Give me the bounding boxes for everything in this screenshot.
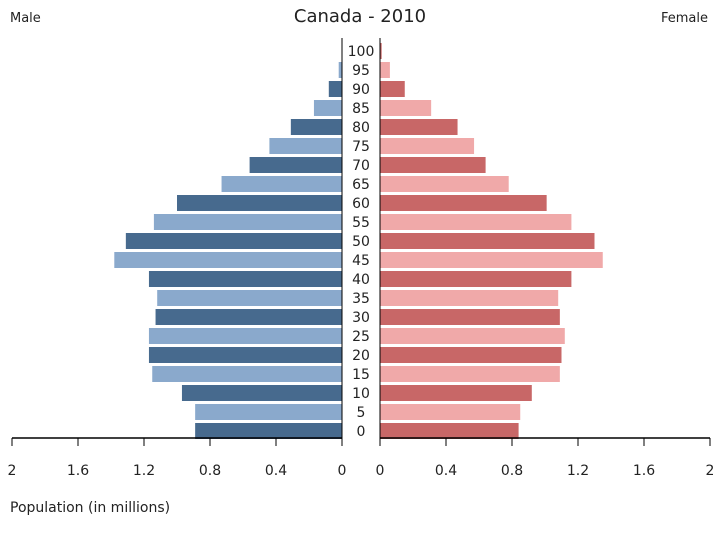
male-bar-15 — [152, 366, 342, 382]
female-bar-100 — [380, 43, 382, 59]
age-label-0: 0 — [357, 424, 366, 440]
male-bar-70 — [249, 157, 342, 173]
male-bar-95 — [338, 62, 342, 78]
female-tick-label-0.4: 0.4 — [435, 463, 457, 479]
male-bar-90 — [328, 81, 342, 97]
x-axis-label: Population (in millions) — [10, 500, 171, 516]
female-bar-40 — [380, 271, 572, 287]
age-label-65: 65 — [352, 177, 370, 193]
female-bar-60 — [380, 195, 547, 211]
age-label-40: 40 — [352, 272, 370, 288]
age-labels-group: 0 5 10 15 20 25 30 35 40 45 50 55 60 65 70 75 80 85 90 95 10… — [348, 44, 375, 440]
female-bar-35 — [380, 290, 559, 306]
female-bar-50 — [380, 233, 595, 249]
age-label-35: 35 — [352, 291, 370, 307]
female-bar-70 — [380, 157, 486, 173]
age-label-20: 20 — [352, 348, 370, 364]
male-bars-group — [114, 62, 342, 439]
age-label-45: 45 — [352, 253, 370, 269]
female-tick-label-2: 2 — [706, 463, 715, 479]
age-label-10: 10 — [352, 386, 370, 402]
age-label-25: 25 — [352, 329, 370, 345]
male-bar-0 — [195, 423, 342, 439]
age-label-5: 5 — [357, 405, 366, 421]
male-bar-45 — [114, 252, 342, 268]
female-bar-90 — [380, 81, 405, 97]
chart-title: Canada - 2010 — [293, 6, 427, 27]
age-label-30: 30 — [352, 310, 370, 326]
male-tick-label-1.6: 1.6 — [67, 463, 89, 479]
male-bar-35 — [157, 290, 342, 306]
female-bar-30 — [380, 309, 560, 325]
age-label-50: 50 — [352, 234, 370, 250]
female-tick-label-1.2: 1.2 — [567, 463, 589, 479]
male-bar-25 — [148, 328, 342, 344]
male-bar-30 — [155, 309, 342, 325]
male-bar-75 — [269, 138, 342, 154]
female-bars-group — [380, 43, 603, 439]
female-bar-15 — [380, 366, 560, 382]
female-bar-85 — [380, 100, 432, 116]
male-side-label: Male — [10, 11, 41, 26]
male-bar-40 — [148, 271, 342, 287]
male-tick-label-0: 0 — [338, 463, 347, 479]
age-label-70: 70 — [352, 158, 370, 174]
female-bar-25 — [380, 328, 565, 344]
age-label-90: 90 — [352, 82, 370, 98]
female-bar-75 — [380, 138, 475, 154]
female-side-label: Female — [660, 11, 708, 26]
age-label-60: 60 — [352, 196, 370, 212]
female-bar-45 — [380, 252, 603, 268]
age-label-15: 15 — [352, 367, 370, 383]
female-bar-55 — [380, 214, 572, 230]
male-bar-65 — [221, 176, 342, 192]
male-bar-10 — [181, 385, 342, 401]
axes-group: 2 1.6 1.2 0.8 0.4 0 0 0.4 0.8 1.2 1.6 2 — [8, 38, 715, 479]
male-tick-label-2: 2 — [8, 463, 17, 479]
female-bar-95 — [380, 62, 390, 78]
male-bar-60 — [177, 195, 342, 211]
male-tick-label-1.2: 1.2 — [133, 463, 155, 479]
female-bar-10 — [380, 385, 532, 401]
female-bar-65 — [380, 176, 509, 192]
age-label-95: 95 — [352, 63, 370, 79]
female-bar-5 — [380, 404, 521, 420]
age-label-80: 80 — [352, 120, 370, 136]
female-tick-label-0: 0 — [376, 463, 385, 479]
male-bar-80 — [290, 119, 342, 135]
female-bar-80 — [380, 119, 458, 135]
male-bar-85 — [313, 100, 342, 116]
male-bar-55 — [153, 214, 342, 230]
male-bar-20 — [148, 347, 342, 363]
age-label-55: 55 — [352, 215, 370, 231]
male-bar-5 — [195, 404, 342, 420]
female-bar-20 — [380, 347, 562, 363]
male-tick-label-0.8: 0.8 — [199, 463, 221, 479]
age-label-85: 85 — [352, 101, 370, 117]
male-tick-label-0.4: 0.4 — [265, 463, 287, 479]
age-label-75: 75 — [352, 139, 370, 155]
age-label-100: 100 — [348, 44, 375, 60]
male-bar-50 — [125, 233, 342, 249]
female-tick-label-0.8: 0.8 — [501, 463, 523, 479]
female-tick-label-1.6: 1.6 — [633, 463, 655, 479]
female-bar-0 — [380, 423, 519, 439]
